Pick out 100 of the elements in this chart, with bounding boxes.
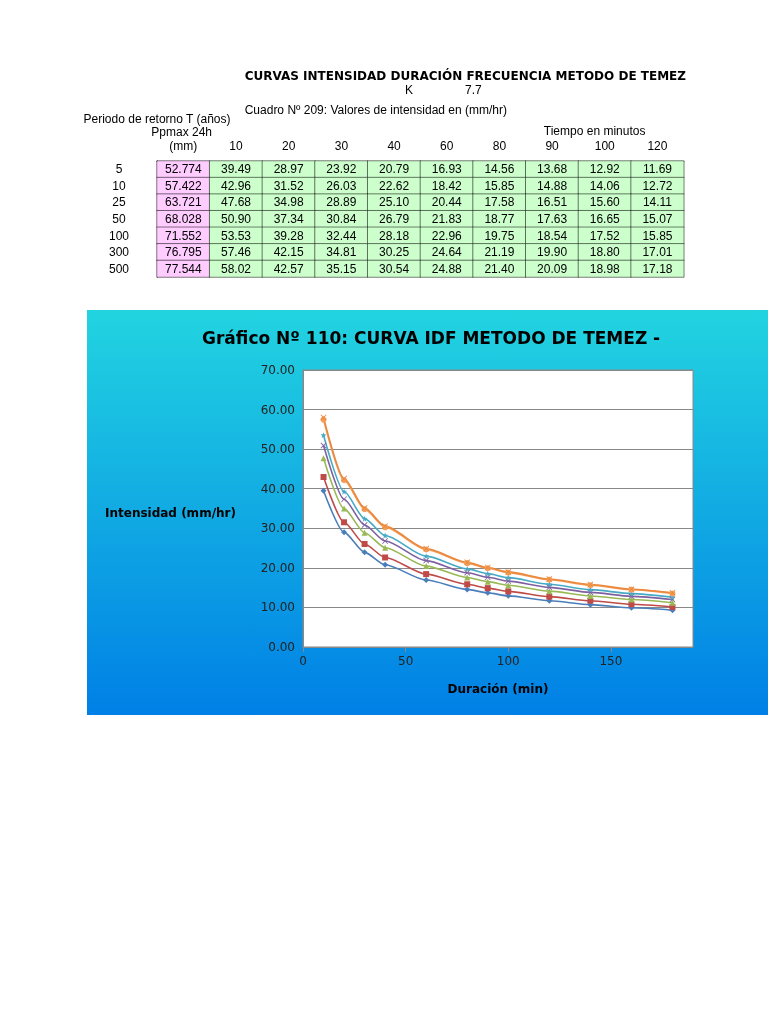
point [484, 570, 491, 577]
data-label: 52.774 [164, 162, 203, 177]
point [320, 432, 327, 439]
data-label: 28.89 [326, 195, 357, 210]
data-label: 17.63 [537, 212, 568, 226]
data-label: 15.85 [642, 228, 673, 243]
data-label: 20.44 [431, 195, 463, 210]
point [423, 577, 430, 584]
data-label: 32.44 [326, 228, 357, 243]
data-label: 42.15 [273, 245, 305, 260]
point [361, 549, 368, 556]
point [341, 529, 348, 536]
point [382, 544, 389, 551]
data-label: 17.01 [642, 245, 673, 260]
point [464, 565, 471, 572]
data-label: 34.98 [273, 195, 305, 210]
y-axis-title: Intensidad (mm/hr) [105, 506, 236, 520]
data-label: 18.54 [537, 228, 568, 243]
data-label: 24.88 [431, 261, 463, 276]
y-tick-label: 30.00 [260, 521, 295, 536]
y-tick-label: 10 [112, 178, 126, 193]
data-label: 22.62 [379, 178, 410, 193]
x-tick-label: 100 [496, 654, 520, 668]
data-label: 39.28 [273, 228, 305, 243]
data-label: 35.15 [326, 261, 357, 276]
data-label: 57.422 [164, 178, 203, 193]
data-label: 21.40 [484, 261, 515, 276]
point [505, 588, 512, 595]
point [423, 571, 430, 578]
data-label: 42.57 [273, 261, 305, 276]
point [361, 541, 368, 547]
data-label: 47.68 [221, 195, 252, 210]
x-tick-label: 80 [492, 139, 507, 153]
chart-subtitle: Cuadro Nº 209: Valores de intensidad en (mm/hr) [244, 103, 507, 117]
data-label: 58.02 [221, 261, 252, 276]
data-label: 18.42 [431, 178, 463, 193]
data-label: 11.69 [642, 162, 673, 177]
y-tick-label: 40.00 [260, 481, 295, 496]
y-tick-label: 70.00 [260, 363, 295, 377]
data-label: 25.10 [379, 195, 410, 210]
data-label: 17.58 [484, 195, 515, 210]
x-tick-label: 150 [599, 654, 623, 668]
y-tick-label: 50 [112, 212, 126, 226]
data-label: 42.96 [221, 178, 252, 193]
x-tick-label: 20 [282, 139, 296, 153]
data-label: 16.93 [431, 162, 463, 177]
point [546, 593, 553, 600]
data-label: 12.92 [589, 162, 621, 177]
data-label: 53.53 [221, 228, 252, 243]
point [484, 585, 491, 592]
y-tick-label: 50.00 [260, 442, 295, 457]
chart-title: Gráfico Nº 110: CURVA IDF METODO DE TEMEZ - [202, 327, 661, 348]
data-label: 26.79 [379, 212, 410, 226]
x-tick-label: 120 [647, 139, 668, 153]
text: K [405, 83, 414, 97]
data-label: 14.06 [589, 178, 621, 193]
data-label: 28.18 [379, 228, 410, 243]
x-tick-label: 100 [594, 139, 616, 153]
data-label: 24.64 [431, 245, 463, 260]
data-label: 17.18 [642, 261, 673, 276]
data-label: 30.25 [379, 245, 410, 260]
data-label: 19.75 [484, 228, 515, 243]
data-label: 68.028 [164, 212, 203, 226]
data-label: 18.77 [484, 212, 515, 226]
data-label: 34.81 [326, 245, 357, 260]
x-tick-label: 0 [299, 654, 307, 668]
data-label: 30.54 [379, 261, 410, 276]
x-tick-label: 50 [397, 654, 414, 668]
point [361, 521, 368, 528]
data-label: 39.49 [221, 162, 252, 177]
y-axis-title: Periodo de retorno T (años) [83, 112, 231, 127]
data-label: 15.07 [642, 212, 673, 226]
data-label: 30.84 [326, 212, 357, 226]
point [320, 474, 327, 480]
data-label: 63.721 [164, 195, 203, 210]
data-label: 14.88 [537, 178, 568, 193]
point [464, 586, 471, 593]
y-tick-label: 60.00 [260, 402, 295, 417]
point [341, 496, 348, 503]
x-tick-label: 10 [229, 139, 244, 153]
data-label: 15.85 [484, 178, 515, 193]
x-tick-label: Ppmax 24h (mm) [151, 125, 216, 153]
data-label: 13.68 [537, 162, 568, 177]
data-label: 14.56 [484, 162, 515, 177]
point [505, 578, 512, 585]
point [320, 455, 327, 462]
point [484, 574, 491, 581]
y-tick-label: 25 [112, 195, 126, 210]
point [341, 519, 348, 526]
point [382, 537, 389, 544]
y-tick-label: 300 [108, 245, 130, 260]
data-label: 20.09 [537, 261, 568, 276]
data-label: 20.79 [379, 162, 410, 177]
data-label: 18.80 [589, 245, 621, 260]
point [423, 557, 430, 564]
point [320, 487, 327, 494]
data-label: 21.83 [431, 212, 463, 226]
point [505, 574, 512, 581]
y-tick-label: 0.00 [268, 640, 295, 654]
data-label: 77.544 [164, 261, 203, 276]
